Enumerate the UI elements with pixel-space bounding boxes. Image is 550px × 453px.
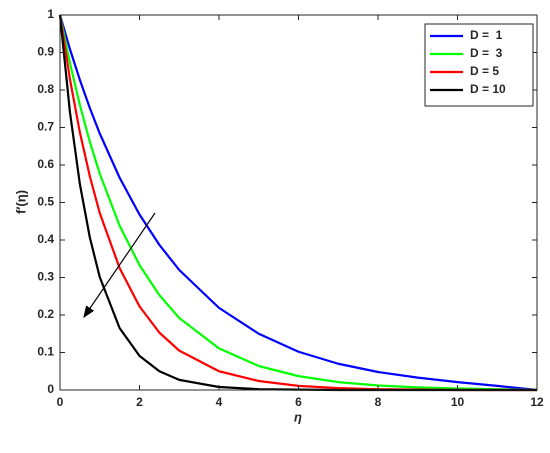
x-axis-label: η xyxy=(294,409,302,424)
x-tick-label: 6 xyxy=(295,395,302,409)
x-tick-label: 8 xyxy=(375,395,382,409)
y-tick-label: 0.9 xyxy=(37,45,54,59)
y-tick-label: 0 xyxy=(47,382,54,396)
y-tick-label: 0.1 xyxy=(37,345,54,359)
y-tick-label: 1 xyxy=(47,7,54,21)
y-tick-label: 0.7 xyxy=(37,120,54,134)
x-tick-label: 2 xyxy=(136,395,143,409)
legend-box xyxy=(424,23,534,107)
y-axis-label: f′(η) xyxy=(13,190,28,214)
legend-label: D = 3 xyxy=(470,46,503,60)
y-tick-label: 0.2 xyxy=(37,307,54,321)
y-tick-label: 0.6 xyxy=(37,157,54,171)
x-tick-label: 12 xyxy=(530,395,544,409)
y-tick-label: 0.5 xyxy=(37,195,54,209)
legend-label: D = 1 xyxy=(470,28,503,42)
line-series xyxy=(58,14,538,392)
y-tick-label: 0.8 xyxy=(37,82,54,96)
x-tick-label: 0 xyxy=(57,395,64,409)
legend-label: D = 10 xyxy=(470,82,506,96)
arrow xyxy=(83,212,156,318)
y-tick-label: 0.4 xyxy=(37,232,54,246)
line-series xyxy=(58,14,538,392)
y-tick-label: 0.3 xyxy=(37,270,54,284)
x-tick-label: 4 xyxy=(216,395,223,409)
legend-label: D = 5 xyxy=(470,64,499,78)
x-tick-label: 10 xyxy=(451,395,465,409)
